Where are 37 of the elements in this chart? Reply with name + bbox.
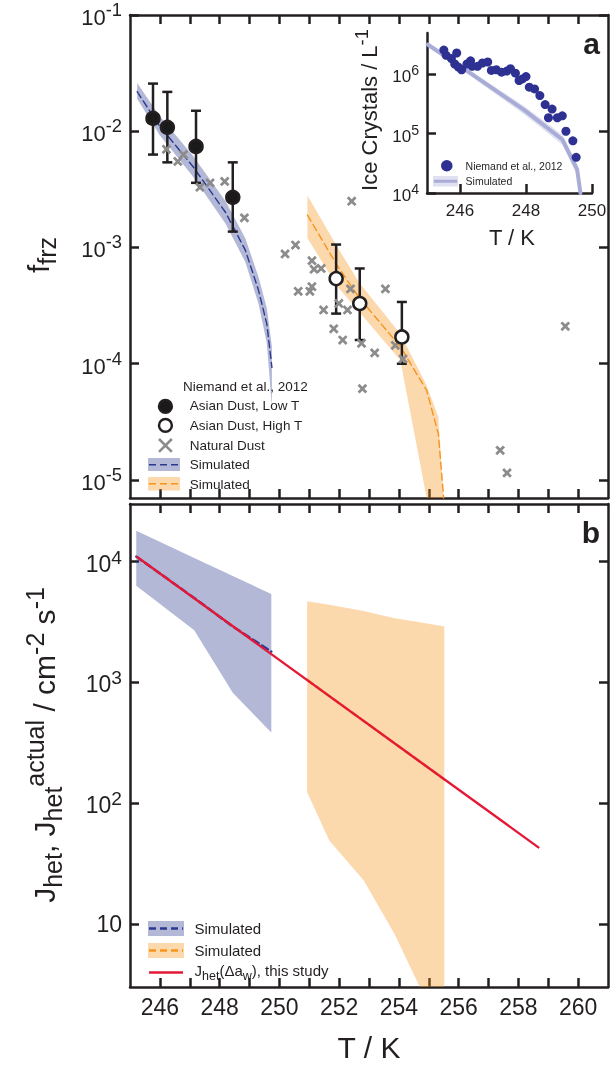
legend-label: Simulated [194,941,262,959]
x-axis-title: T / K [337,1031,401,1064]
chart-title: b [581,516,600,549]
legend-label: Simulated [189,457,250,473]
x-tick-label: 250 [577,201,607,220]
legend-label: Simulated [189,476,250,492]
legend-title: Niemand et al., 2012 [182,377,308,396]
legend-label: Simulated [194,920,262,938]
x-tick-label: 248 [511,201,541,220]
y-tick-label: 10$^{4}$ [392,181,419,205]
y-tick-label: 10$^{-3}$ [81,231,122,263]
y-tick-label: 10$^{4}$ [85,546,122,577]
y-tick-label: 10$^{3}$ [85,667,122,698]
legend-label: Natural Dust [189,437,265,453]
x-axis-title: T / K [488,225,536,250]
x-tick-label: 260 [558,994,598,1020]
legend-label: Asian Dust, Low T [189,398,300,414]
y-tick-label: 10 [96,910,122,937]
y-tick-label: 10$^{5}$ [392,121,419,146]
x-tick-label: 252 [319,994,359,1020]
y-tick-label: 10$^{2}$ [85,787,122,819]
x-tick-label: 248 [200,994,239,1020]
chart-title: a [583,27,600,60]
x-tick-label: 254 [379,994,419,1020]
x-tick-label: 246 [445,201,475,220]
y-tick-label: 10$^{-2}$ [81,115,122,146]
legend-label: Asian Dust, High T [189,418,303,434]
y-tick-label: 10$^{6}$ [392,62,419,87]
legend-label: Niemand et al., 2012 [465,160,563,173]
legend-label: Simulated [465,175,513,188]
x-tick-label: 246 [140,994,180,1020]
x-tick-label: 256 [439,994,478,1020]
x-tick-label: 258 [499,994,538,1020]
x-tick-label: 250 [260,994,299,1020]
y-tick-label: 10$^{-4}$ [81,348,122,379]
y-tick-label: 10$^{-1}$ [81,0,122,30]
y-tick-label: 10$^{-5}$ [81,464,122,495]
